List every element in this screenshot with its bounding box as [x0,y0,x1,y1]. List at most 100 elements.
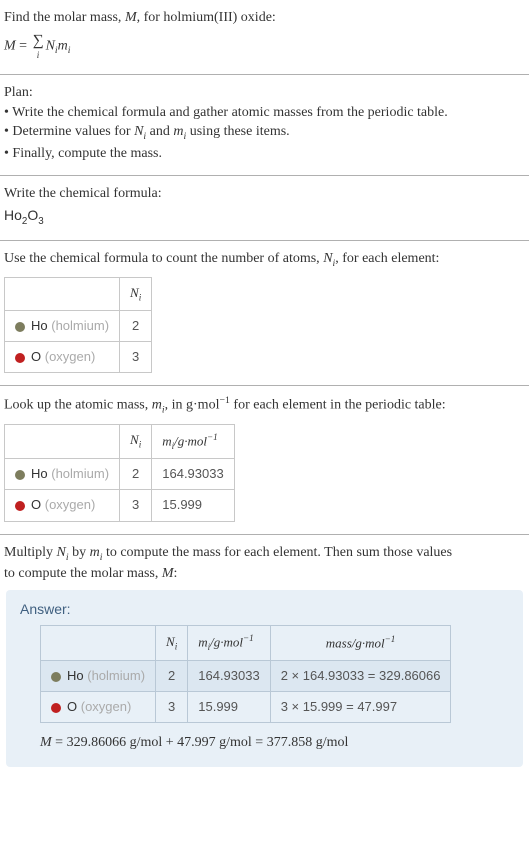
plan-title: Plan: [4,83,525,103]
eq-equals: = [16,38,31,53]
sum-index: i [33,49,44,62]
element-dot [15,470,25,480]
plan-b3: • Finally, compute the mass. [4,144,525,164]
col-m-unit: /g·mol [174,433,207,448]
element-dot [15,322,25,332]
element-name: (holmium) [87,668,145,683]
cell-m: 164.93033 [188,660,270,691]
table-row: Ho (holmium) 2 164.93033 2 × 164.93033 =… [41,660,451,691]
lookup-title-pre: Look up the atomic mass, [4,398,152,413]
table-row: O (oxygen) 3 15.999 [5,490,235,521]
mult-mid: by [69,545,90,560]
cell-calc: 3 × 15.999 = 47.997 [270,692,451,723]
cell-element: Ho (holmium) [5,311,120,342]
final-eq: = 329.86066 g/mol + 47.997 g/mol = 377.8… [52,735,349,750]
element-dot [15,353,25,363]
count-title-pre: Use the chemical formula to count the nu… [4,251,323,266]
element-sym: O [31,497,41,512]
final-equation: M = 329.86066 g/mol + 47.997 g/mol = 377… [40,733,509,753]
cell-n: 2 [156,660,188,691]
table-header-row: Ni mi/g·mol−1 [5,424,235,459]
mult-line1: Multiply Ni by mi to compute the mass fo… [4,543,525,565]
eq-m-sub: i [68,45,71,56]
cell-n: 3 [156,692,188,723]
formula-o: O [27,207,38,223]
element-sym: O [31,349,41,364]
element-name: (oxygen) [45,497,96,512]
count-table: Ni Ho (holmium) 2 O (oxygen) 3 [4,277,152,374]
plan-b2-mid: and [146,124,173,139]
col-m-sym: m [198,635,207,650]
table-row: O (oxygen) 3 15.999 3 × 15.999 = 47.997 [41,692,451,723]
eq-N: N [46,38,55,53]
lookup-table: Ni mi/g·mol−1 Ho (holmium) 2 164.93033 O… [4,424,235,522]
col-m-sup: −1 [243,633,254,643]
mult-pre: Multiply [4,545,57,560]
col-N-sym: N [130,432,139,447]
col-N-sub: i [139,292,142,302]
mult-N: N [57,545,66,560]
element-name: (holmium) [51,318,109,333]
element-dot [51,703,61,713]
col-N: Ni [156,626,188,661]
col-element [5,277,120,310]
col-N-sub: i [175,642,178,652]
element-name: (oxygen) [45,349,96,364]
col-m: mi/g·mol−1 [188,626,270,661]
cell-m: 15.999 [152,490,234,521]
plan-section: Plan: • Write the chemical formula and g… [0,75,529,176]
element-name: (holmium) [51,466,109,481]
table-row: Ho (holmium) 2 164.93033 [5,459,235,490]
plan-b2-m: m [173,124,183,139]
col-m-unit: /g·mol [210,635,243,650]
col-element [5,424,120,459]
col-N-sym: N [130,285,139,300]
cell-n: 3 [120,490,152,521]
sigma-icon: ∑ [33,32,44,49]
col-N-sub: i [139,440,142,450]
element-sym: O [67,699,77,714]
chemical-formula: Ho2O3 [4,206,525,229]
cell-n: 2 [120,459,152,490]
element-dot [51,672,61,682]
mult-m: m [90,545,100,560]
formula-ho: Ho [4,207,22,223]
plan-b2-end: using these items. [186,124,289,139]
col-mass-label: mass/g·mol [326,636,385,651]
table-row: Ho (holmium) 2 [5,311,152,342]
cell-m: 164.93033 [152,459,234,490]
formula-sub3: 3 [38,216,43,227]
lookup-title-sup: −1 [219,395,229,406]
count-title-N: N [323,251,332,266]
element-dot [15,501,25,511]
lookup-title-mid: , in g·mol [165,398,220,413]
col-mass: mass/g·mol−1 [270,626,451,661]
col-m-sup: −1 [207,432,218,442]
eq-M: M [4,38,16,53]
element-sym: Ho [31,466,48,481]
col-N: Ni [120,277,152,310]
lookup-title: Look up the atomic mass, mi, in g·mol−1 … [4,394,525,417]
sum-block: ∑i [33,30,44,62]
intro-section: Find the molar mass, M, for holmium(III)… [0,0,529,75]
answer-box: Answer: Ni mi/g·mol−1 mass/g·mol−1 Ho (h… [6,590,523,767]
plan-b2: • Determine values for Ni and mi using t… [4,122,525,144]
mult-end2: to compute the molar mass, [4,566,162,581]
lookup-title-m: m [152,398,162,413]
table-header-row: Ni [5,277,152,310]
cell-m: 15.999 [188,692,270,723]
lookup-section: Look up the atomic mass, mi, in g·mol−1 … [0,386,529,534]
plan-b2-pre: • Determine values for [4,124,134,139]
answer-table: Ni mi/g·mol−1 mass/g·mol−1 Ho (holmium) … [40,625,451,723]
formula-section: Write the chemical formula: Ho2O3 [0,176,529,241]
cell-element: O (oxygen) [5,490,120,521]
intro-text-end: , for holmium(III) oxide: [137,10,276,25]
eq-m: m [58,38,68,53]
intro-equation: M = ∑iNimi [4,30,525,62]
answer-label: Answer: [20,600,509,620]
cell-element: O (oxygen) [5,342,120,373]
lookup-title-end: for each element in the periodic table: [230,398,446,413]
cell-n: 3 [120,342,152,373]
cell-element: Ho (holmium) [5,459,120,490]
mult-end1: to compute the mass for each element. Th… [102,545,452,560]
